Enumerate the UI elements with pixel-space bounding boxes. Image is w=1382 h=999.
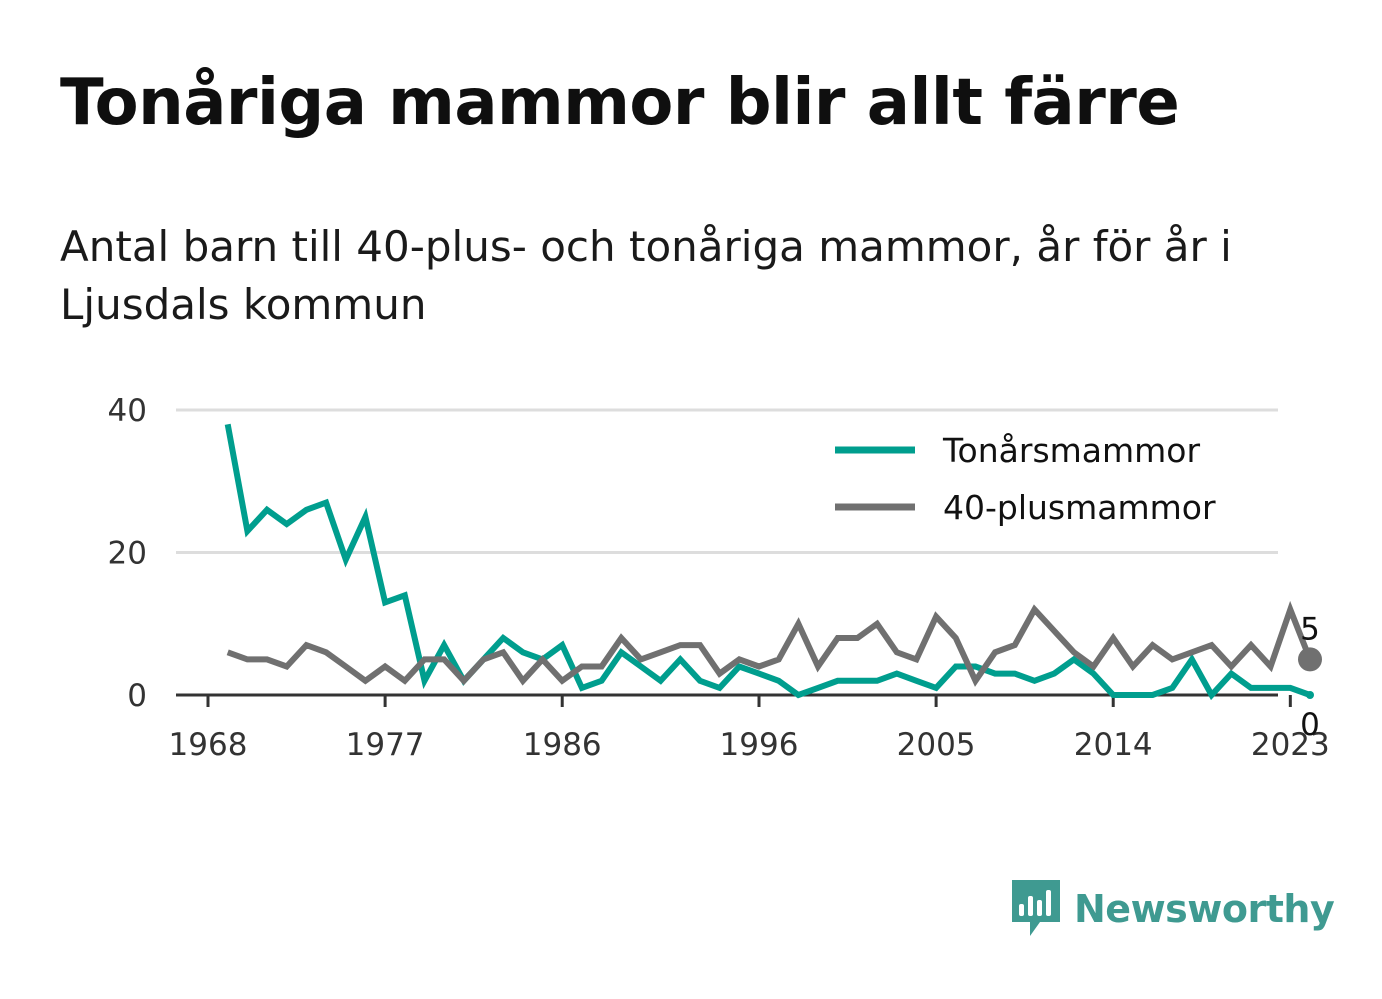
legend-label: 40-plusmammor xyxy=(943,488,1216,527)
x-tick-label: 1986 xyxy=(523,727,602,763)
y-tick-label: 40 xyxy=(108,393,147,429)
grid-lines xyxy=(176,408,1278,554)
x-tick-label: 2023 xyxy=(1251,727,1330,763)
legend-label: Tonårsmammor xyxy=(942,431,1200,470)
newsworthy-logo-icon xyxy=(1012,880,1060,936)
x-tick-label: 1968 xyxy=(169,727,248,763)
x-tick-label: 2005 xyxy=(897,727,976,763)
chart-title: Tonåriga mammor blir allt färre xyxy=(60,66,1180,140)
x-tick-label: 2014 xyxy=(1074,727,1153,763)
brand-name: Newsworthy xyxy=(1074,887,1335,931)
x-tick-label: 1977 xyxy=(346,727,425,763)
y-tick-label: 20 xyxy=(108,536,147,572)
series-lines: 05 xyxy=(224,423,1322,743)
y-tick-label: 0 xyxy=(127,678,147,714)
end-value-label: 5 xyxy=(1300,611,1320,647)
series-line-40-plusmammor xyxy=(226,600,1313,687)
end-point-marker xyxy=(1306,691,1314,699)
end-point-marker xyxy=(1298,647,1322,672)
axes: 0 20 40 1968 1977 1986 1996 2005 2014 2023 xyxy=(108,393,1330,763)
brand-logo: Newsworthy xyxy=(1010,878,1335,940)
series-line-tonarsmammor xyxy=(224,423,1312,701)
chart-subtitle: Antal barn till 40-plus- och tonåriga ma… xyxy=(60,222,1232,329)
end-value-label: 0 xyxy=(1300,707,1320,743)
x-tick-label: 1996 xyxy=(720,727,799,763)
legend: Tonårsmammor 40-plusmammor xyxy=(835,431,1216,527)
